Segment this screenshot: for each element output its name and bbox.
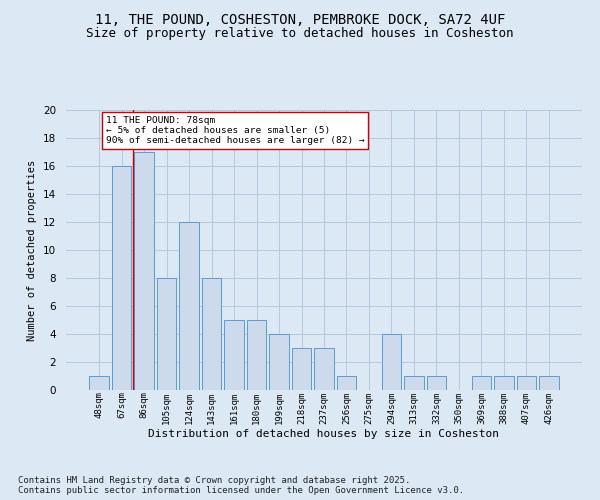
X-axis label: Distribution of detached houses by size in Cosheston: Distribution of detached houses by size … (149, 429, 499, 439)
Bar (472, 376, 491, 390)
Bar (202, 278, 221, 390)
Bar (337, 376, 356, 390)
Text: 11, THE POUND, COSHESTON, PEMBROKE DOCK, SA72 4UF: 11, THE POUND, COSHESTON, PEMBROKE DOCK,… (95, 12, 505, 26)
Bar (539, 376, 559, 390)
Bar (89, 376, 109, 390)
Bar (382, 334, 401, 390)
Bar (427, 376, 446, 390)
Bar (494, 376, 514, 390)
Bar (157, 278, 176, 390)
Bar (314, 348, 334, 390)
Bar (112, 166, 131, 390)
Text: Size of property relative to detached houses in Cosheston: Size of property relative to detached ho… (86, 28, 514, 40)
Y-axis label: Number of detached properties: Number of detached properties (28, 160, 37, 340)
Text: 11 THE POUND: 78sqm
← 5% of detached houses are smaller (5)
90% of semi-detached: 11 THE POUND: 78sqm ← 5% of detached hou… (106, 116, 365, 146)
Bar (517, 376, 536, 390)
Bar (292, 348, 311, 390)
Text: Contains HM Land Registry data © Crown copyright and database right 2025.
Contai: Contains HM Land Registry data © Crown c… (18, 476, 464, 495)
Bar (134, 152, 154, 390)
Bar (404, 376, 424, 390)
Bar (247, 320, 266, 390)
Bar (224, 320, 244, 390)
Bar (179, 222, 199, 390)
Bar (269, 334, 289, 390)
